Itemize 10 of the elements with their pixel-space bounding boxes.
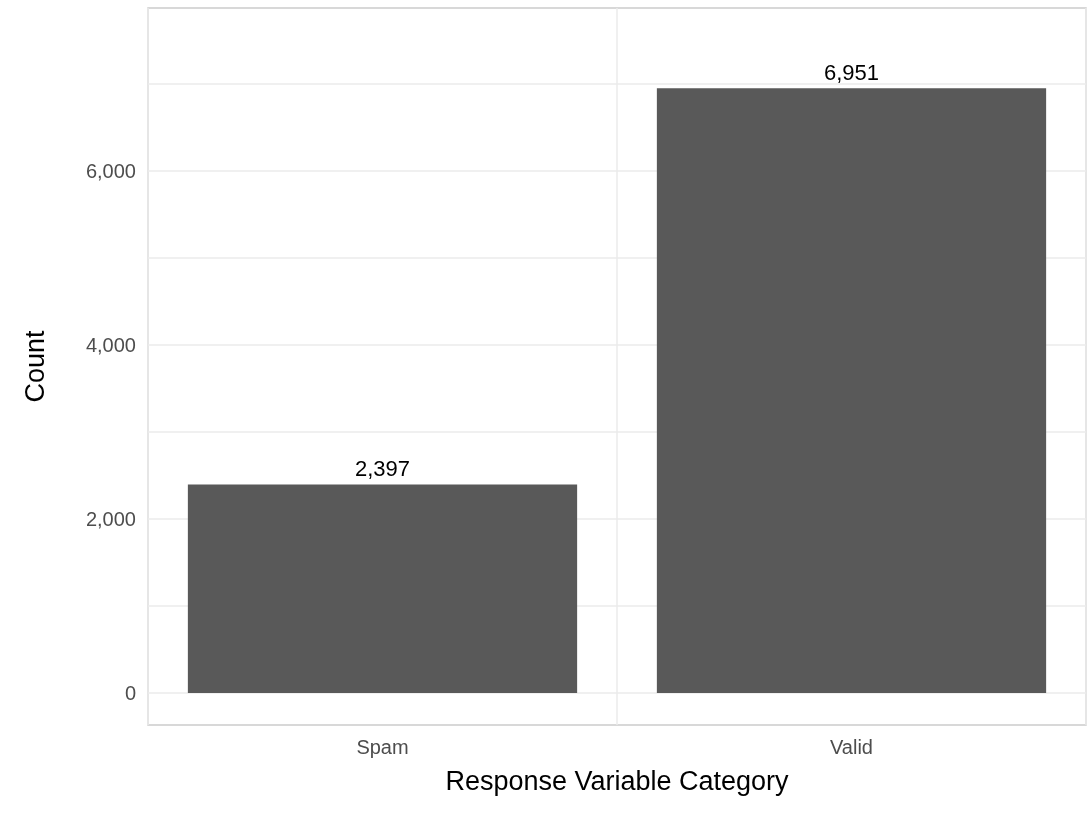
data-label: 6,951 [823,59,880,85]
x-tick-label: Spam [356,736,409,758]
y-tick-label: 2,000 [85,508,136,530]
y-tick-label: 4,000 [85,334,136,357]
y-tick-label: 0 [124,681,136,704]
x-axis-title: Response Variable Category [445,765,790,796]
y-axis-title: Count [19,329,50,403]
y-tick-label: 6,000 [85,160,136,183]
data-label: 2,397 [354,455,411,481]
x-tick-label: Valid [830,736,873,758]
